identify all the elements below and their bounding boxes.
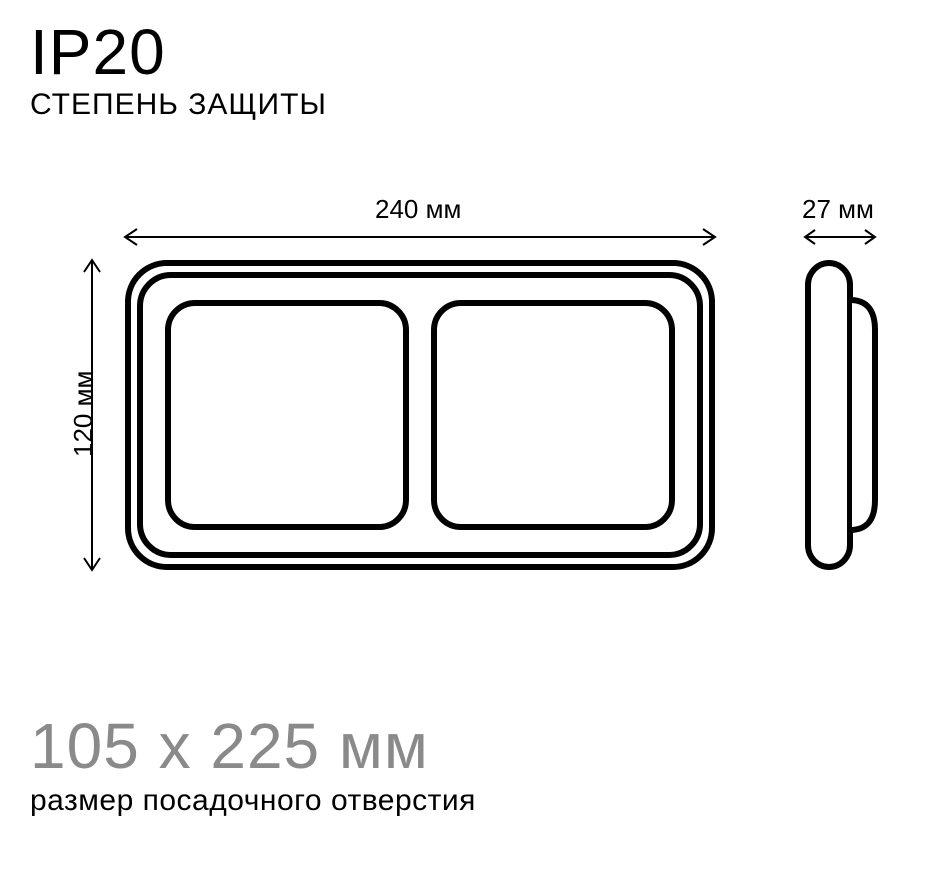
width-dimension-label: 240 мм: [375, 194, 461, 225]
mounting-hole-label: размер посадочного отверстия: [30, 784, 914, 818]
mounting-hole-size: 105 х 225 мм: [30, 714, 914, 778]
ip-rating-title: IP20: [30, 20, 914, 84]
side-profile-view: [805, 260, 885, 570]
width-dimension-arrow: [125, 227, 715, 247]
ip-rating-subtitle: СТЕПЕНЬ ЗАЩИТЫ: [30, 88, 914, 122]
depth-dimension-arrow: [805, 227, 875, 247]
technical-drawing: 240 мм 27 мм 120 мм: [30, 142, 914, 662]
front-view-opening-right: [431, 300, 675, 530]
depth-dimension-label: 27 мм: [802, 194, 874, 225]
front-view-opening-left: [165, 300, 409, 530]
height-dimension-label: 120 мм: [68, 371, 99, 457]
